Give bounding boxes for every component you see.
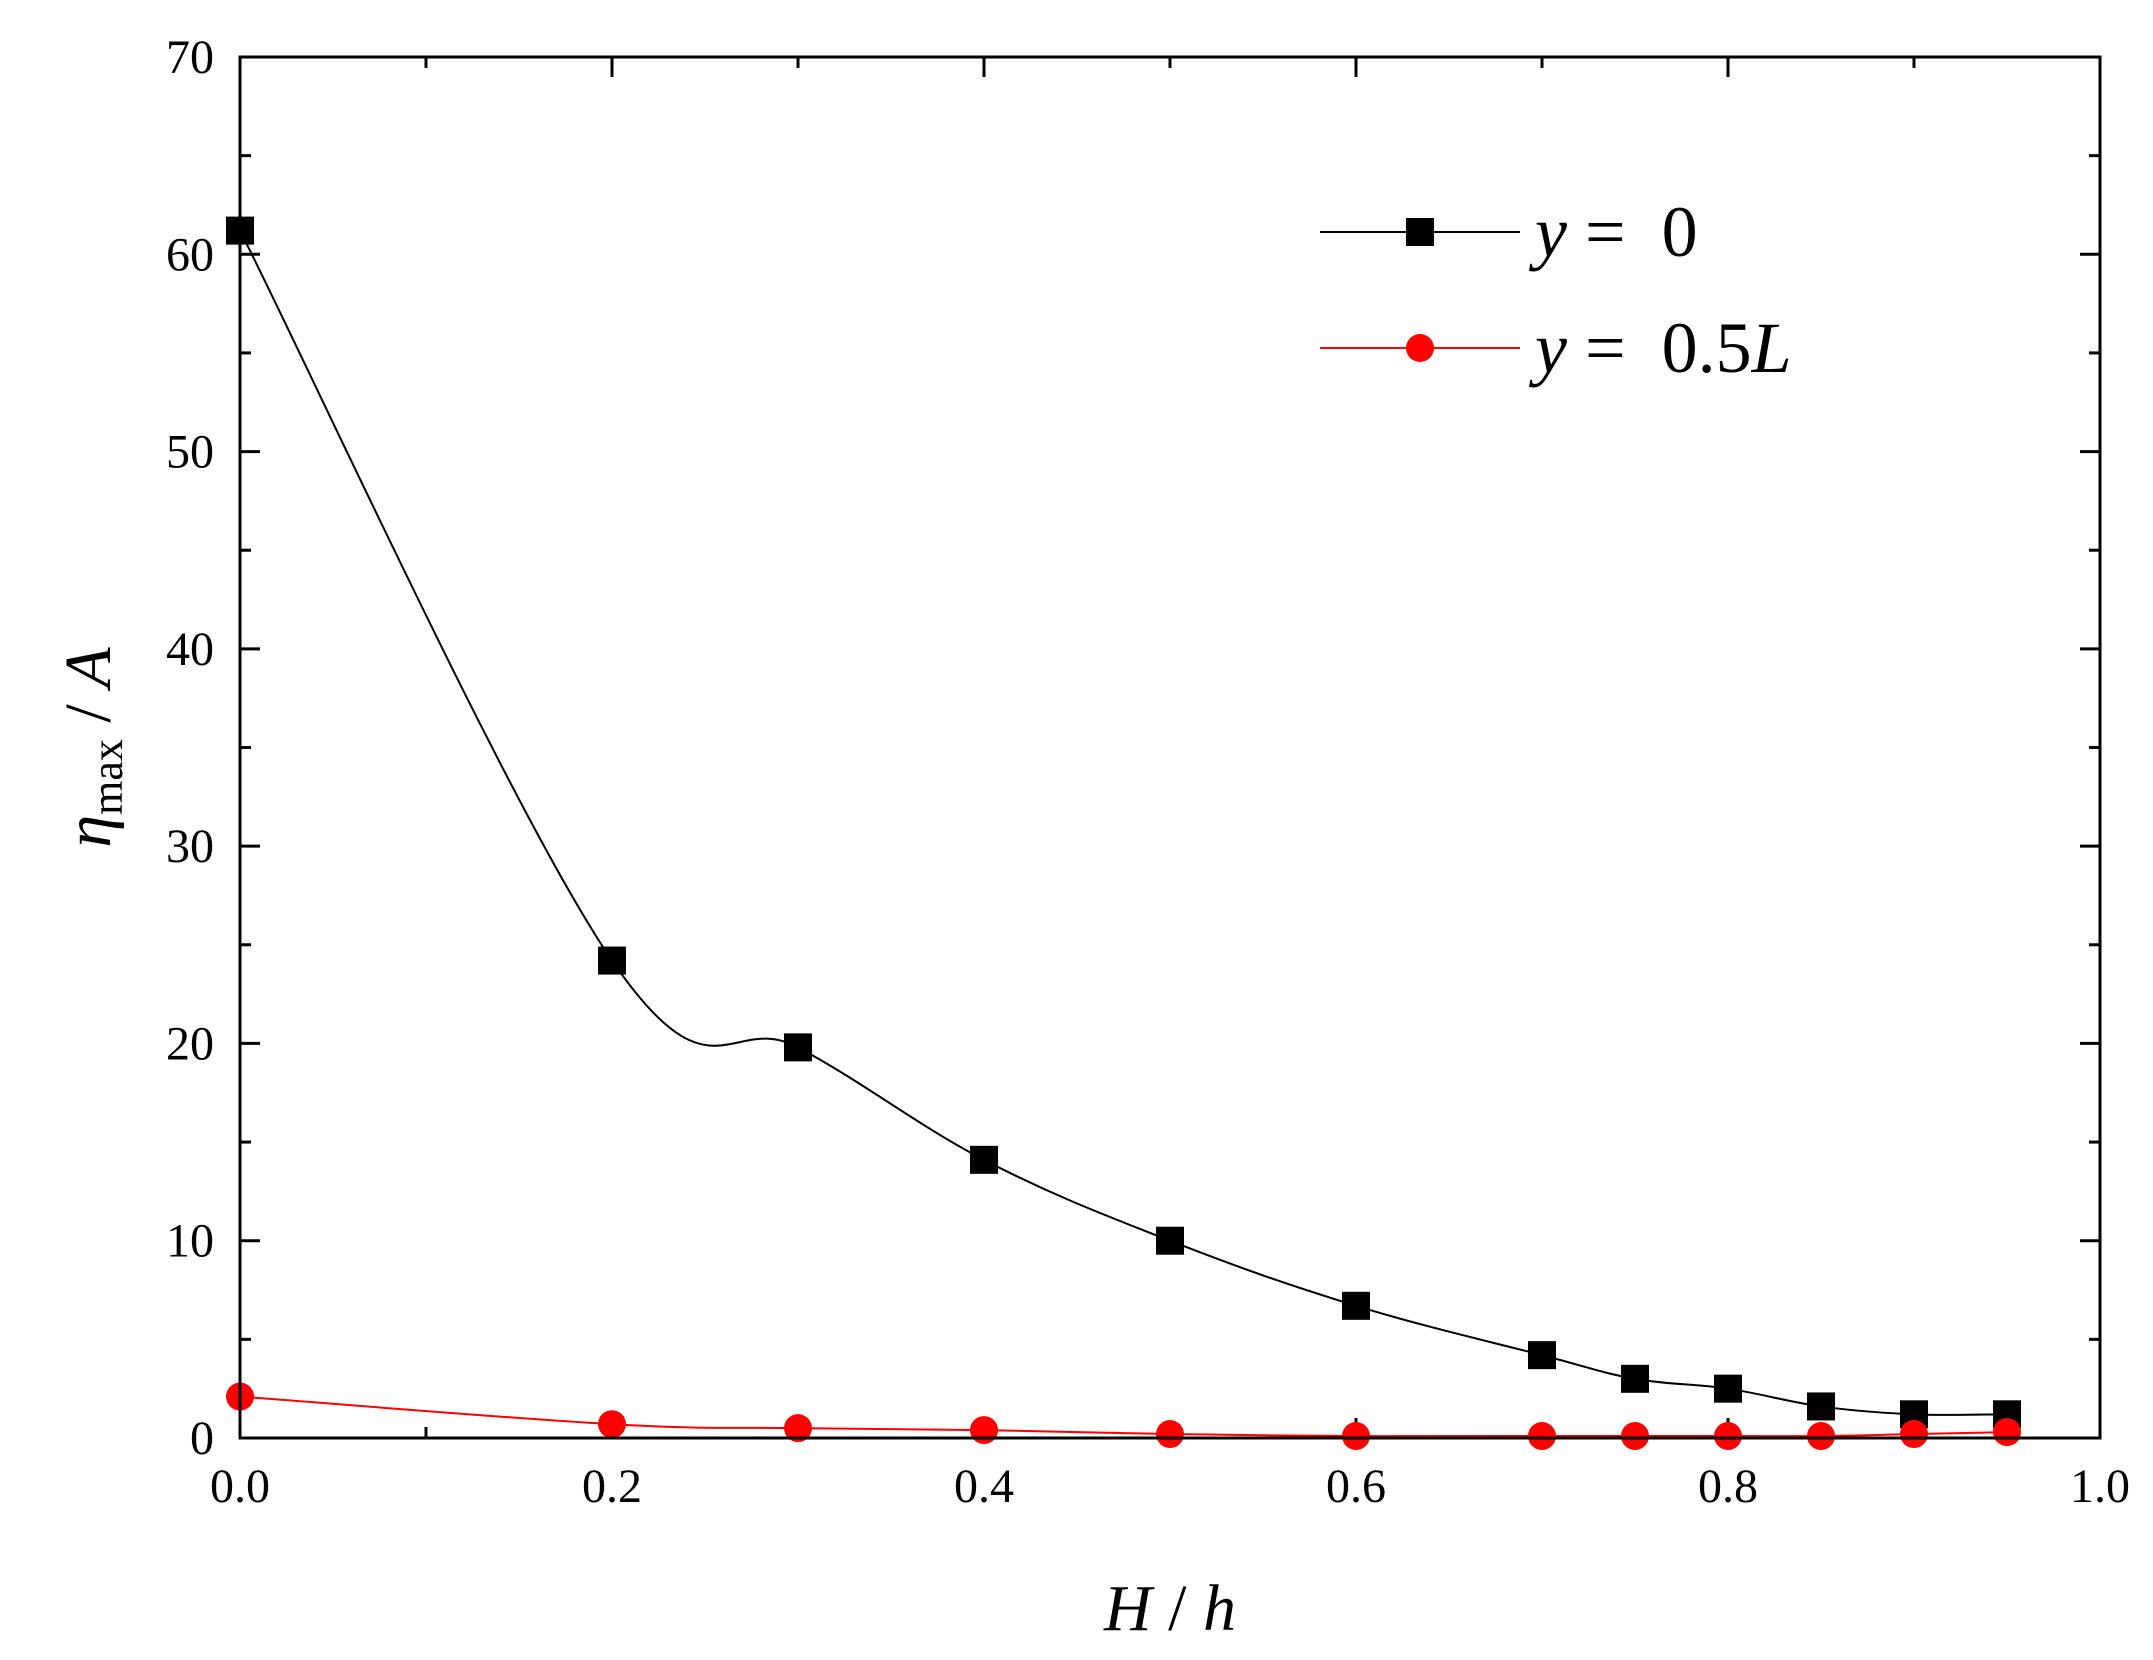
y-tick-label: 20	[166, 1017, 214, 1070]
x-tick-label: 1.0	[2070, 1460, 2130, 1513]
x-tick-label: 0.6	[1326, 1460, 1386, 1513]
legend-label-y-0.5L: y = 0.5L	[1528, 308, 1792, 388]
y-tick-label: 60	[166, 228, 214, 281]
legend-label-suffix: L	[1751, 308, 1792, 388]
series-line-1	[239, 1395, 2008, 1438]
data-point-circle	[1342, 1422, 1370, 1451]
data-point-circle	[970, 1416, 998, 1445]
data-point-square	[784, 1033, 812, 1062]
data-point-circle	[1900, 1420, 1928, 1449]
data-point-square	[1156, 1226, 1184, 1255]
x-axis-label: H / h	[1103, 1572, 1236, 1645]
data-point-square	[970, 1145, 998, 1174]
data-point-circle	[784, 1414, 812, 1443]
x-tick-label: 0.2	[582, 1460, 642, 1513]
y-tick-label: 40	[166, 623, 214, 676]
y-tick-label: 50	[166, 426, 214, 479]
y-axis-label-var: η	[52, 815, 125, 848]
data-point-square	[1528, 1341, 1556, 1370]
legend-label-eq: =	[1567, 192, 1662, 272]
y-axis-label-sep: /	[52, 688, 125, 739]
plot-area-frame	[238, 55, 2102, 1440]
legend-square-marker	[1406, 218, 1434, 246]
legend-label-eq: =	[1567, 308, 1662, 388]
legend-circle-marker	[1406, 334, 1434, 362]
data-point-circle	[1528, 1422, 1556, 1451]
legend-label-value: 0	[1662, 192, 1698, 272]
x-tick-label: 0.0	[210, 1460, 270, 1513]
data-point-circle	[1156, 1420, 1184, 1449]
series-0	[226, 216, 2021, 1429]
data-point-square	[1621, 1364, 1649, 1393]
y-axis-label-var2: A	[52, 647, 125, 692]
data-point-circle	[1993, 1418, 2021, 1447]
legend-entry-y-0.5L: y = 0.5L	[1320, 308, 1792, 388]
y-tick-label: 0	[190, 1412, 214, 1465]
data-point-square	[598, 946, 626, 975]
data-point-circle	[598, 1410, 626, 1439]
x-axis-label-sep: /	[1152, 1572, 1203, 1645]
legend-entry-y-0: y = 0	[1320, 192, 1698, 272]
data-point-circle	[1621, 1422, 1649, 1451]
y-axis-label-subscript: max	[83, 739, 132, 815]
y-tick-label: 10	[166, 1215, 214, 1268]
y-tick-label: 70	[166, 31, 214, 84]
y-tick-label: 30	[166, 820, 214, 873]
data-point-square	[1807, 1392, 1835, 1421]
y-axis-label: ηmax / A	[52, 647, 132, 848]
series-line-0	[239, 230, 2008, 1416]
data-point-circle	[1714, 1422, 1742, 1451]
legend-label-value: 0.5	[1662, 308, 1752, 388]
data-point-square	[1714, 1374, 1742, 1403]
legend-label-var: y	[1528, 192, 1567, 272]
x-tick-label: 0.8	[1698, 1460, 1758, 1513]
x-axis-label-var2: h	[1203, 1572, 1236, 1645]
legend-label-y-0: y = 0	[1528, 192, 1698, 272]
legend: y = 0 y = 0.5L	[1320, 192, 1792, 388]
data-point-square	[1342, 1291, 1370, 1320]
x-axis-label-var1: H	[1103, 1572, 1155, 1645]
data-point-circle	[1807, 1422, 1835, 1451]
legend-label-var: y	[1528, 308, 1567, 388]
ticks-layer: 0.0 0.2 0.4 0.6 0.8 1.0 0 10 20 30 40 50 60 70	[166, 31, 2130, 1513]
x-tick-label: 0.4	[954, 1460, 1014, 1513]
series-layer	[226, 216, 2021, 1451]
